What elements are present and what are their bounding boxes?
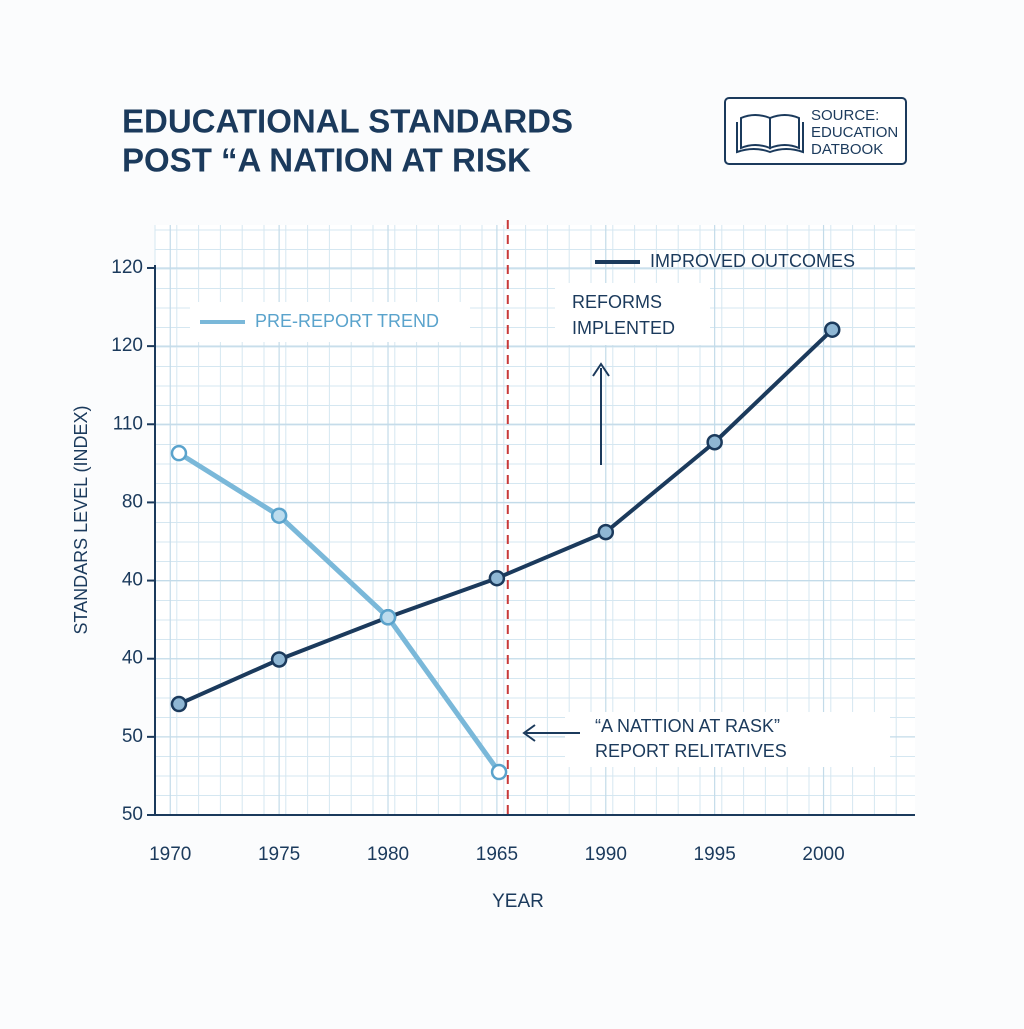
- y-tick-label: 120: [111, 335, 143, 356]
- x-tick-label: 1965: [476, 844, 518, 865]
- x-tick-label: 1975: [258, 844, 300, 865]
- y-tick-label: 120: [111, 257, 143, 278]
- title-line: POST “A NATION AT RISK: [122, 142, 531, 179]
- source-text: DATBOOK: [811, 141, 883, 158]
- annotation-background: [565, 712, 890, 767]
- annotation-text: REPORT RELITATIVES: [595, 741, 787, 761]
- legend-label: IMPROVED OUTCOMES: [650, 251, 855, 271]
- x-tick-label: 1970: [149, 844, 191, 865]
- data-point: [170, 444, 188, 462]
- data-point: [823, 321, 841, 338]
- data-point: [379, 609, 397, 626]
- y-tick-label: 80: [122, 491, 143, 512]
- annotation-arrowhead: [592, 362, 610, 377]
- annotation-text: REFORMS: [572, 292, 662, 312]
- source-text: SOURCE:: [811, 107, 879, 124]
- x-axis-label: YEAR: [492, 891, 544, 912]
- y-tick-label: 50: [122, 804, 143, 825]
- data-point: [488, 569, 506, 587]
- x-tick-label: 1980: [367, 844, 409, 865]
- data-point: [597, 523, 615, 541]
- data-point: [270, 651, 288, 668]
- y-axis-label: STANDARS LEVEL (INDEX): [71, 405, 91, 634]
- data-point: [490, 763, 508, 781]
- x-tick-label: 1995: [694, 844, 736, 865]
- data-point: [270, 507, 288, 524]
- annotation-background: [555, 283, 710, 345]
- y-tick-label: 40: [122, 570, 143, 591]
- annotation-text: IMPLENTED: [572, 318, 675, 338]
- y-tick-label: 40: [122, 648, 143, 669]
- y-tick-label: 50: [122, 726, 143, 747]
- legend-label: PRE-REPORT TREND: [255, 311, 439, 331]
- y-tick-label: 110: [113, 413, 143, 434]
- data-point: [706, 433, 723, 451]
- book-icon: [736, 114, 804, 154]
- x-tick-label: 2000: [802, 844, 844, 865]
- annotation-arrowhead: [522, 724, 536, 742]
- series-line: [177, 451, 502, 774]
- x-tick-label: 1990: [585, 844, 627, 865]
- data-point: [170, 695, 188, 713]
- title-line: EDUCATIONAL STANDARDS: [122, 103, 573, 140]
- annotation-text: “A NATTION AT RASK”: [595, 716, 780, 736]
- source-text: EDUCATION: [811, 124, 898, 141]
